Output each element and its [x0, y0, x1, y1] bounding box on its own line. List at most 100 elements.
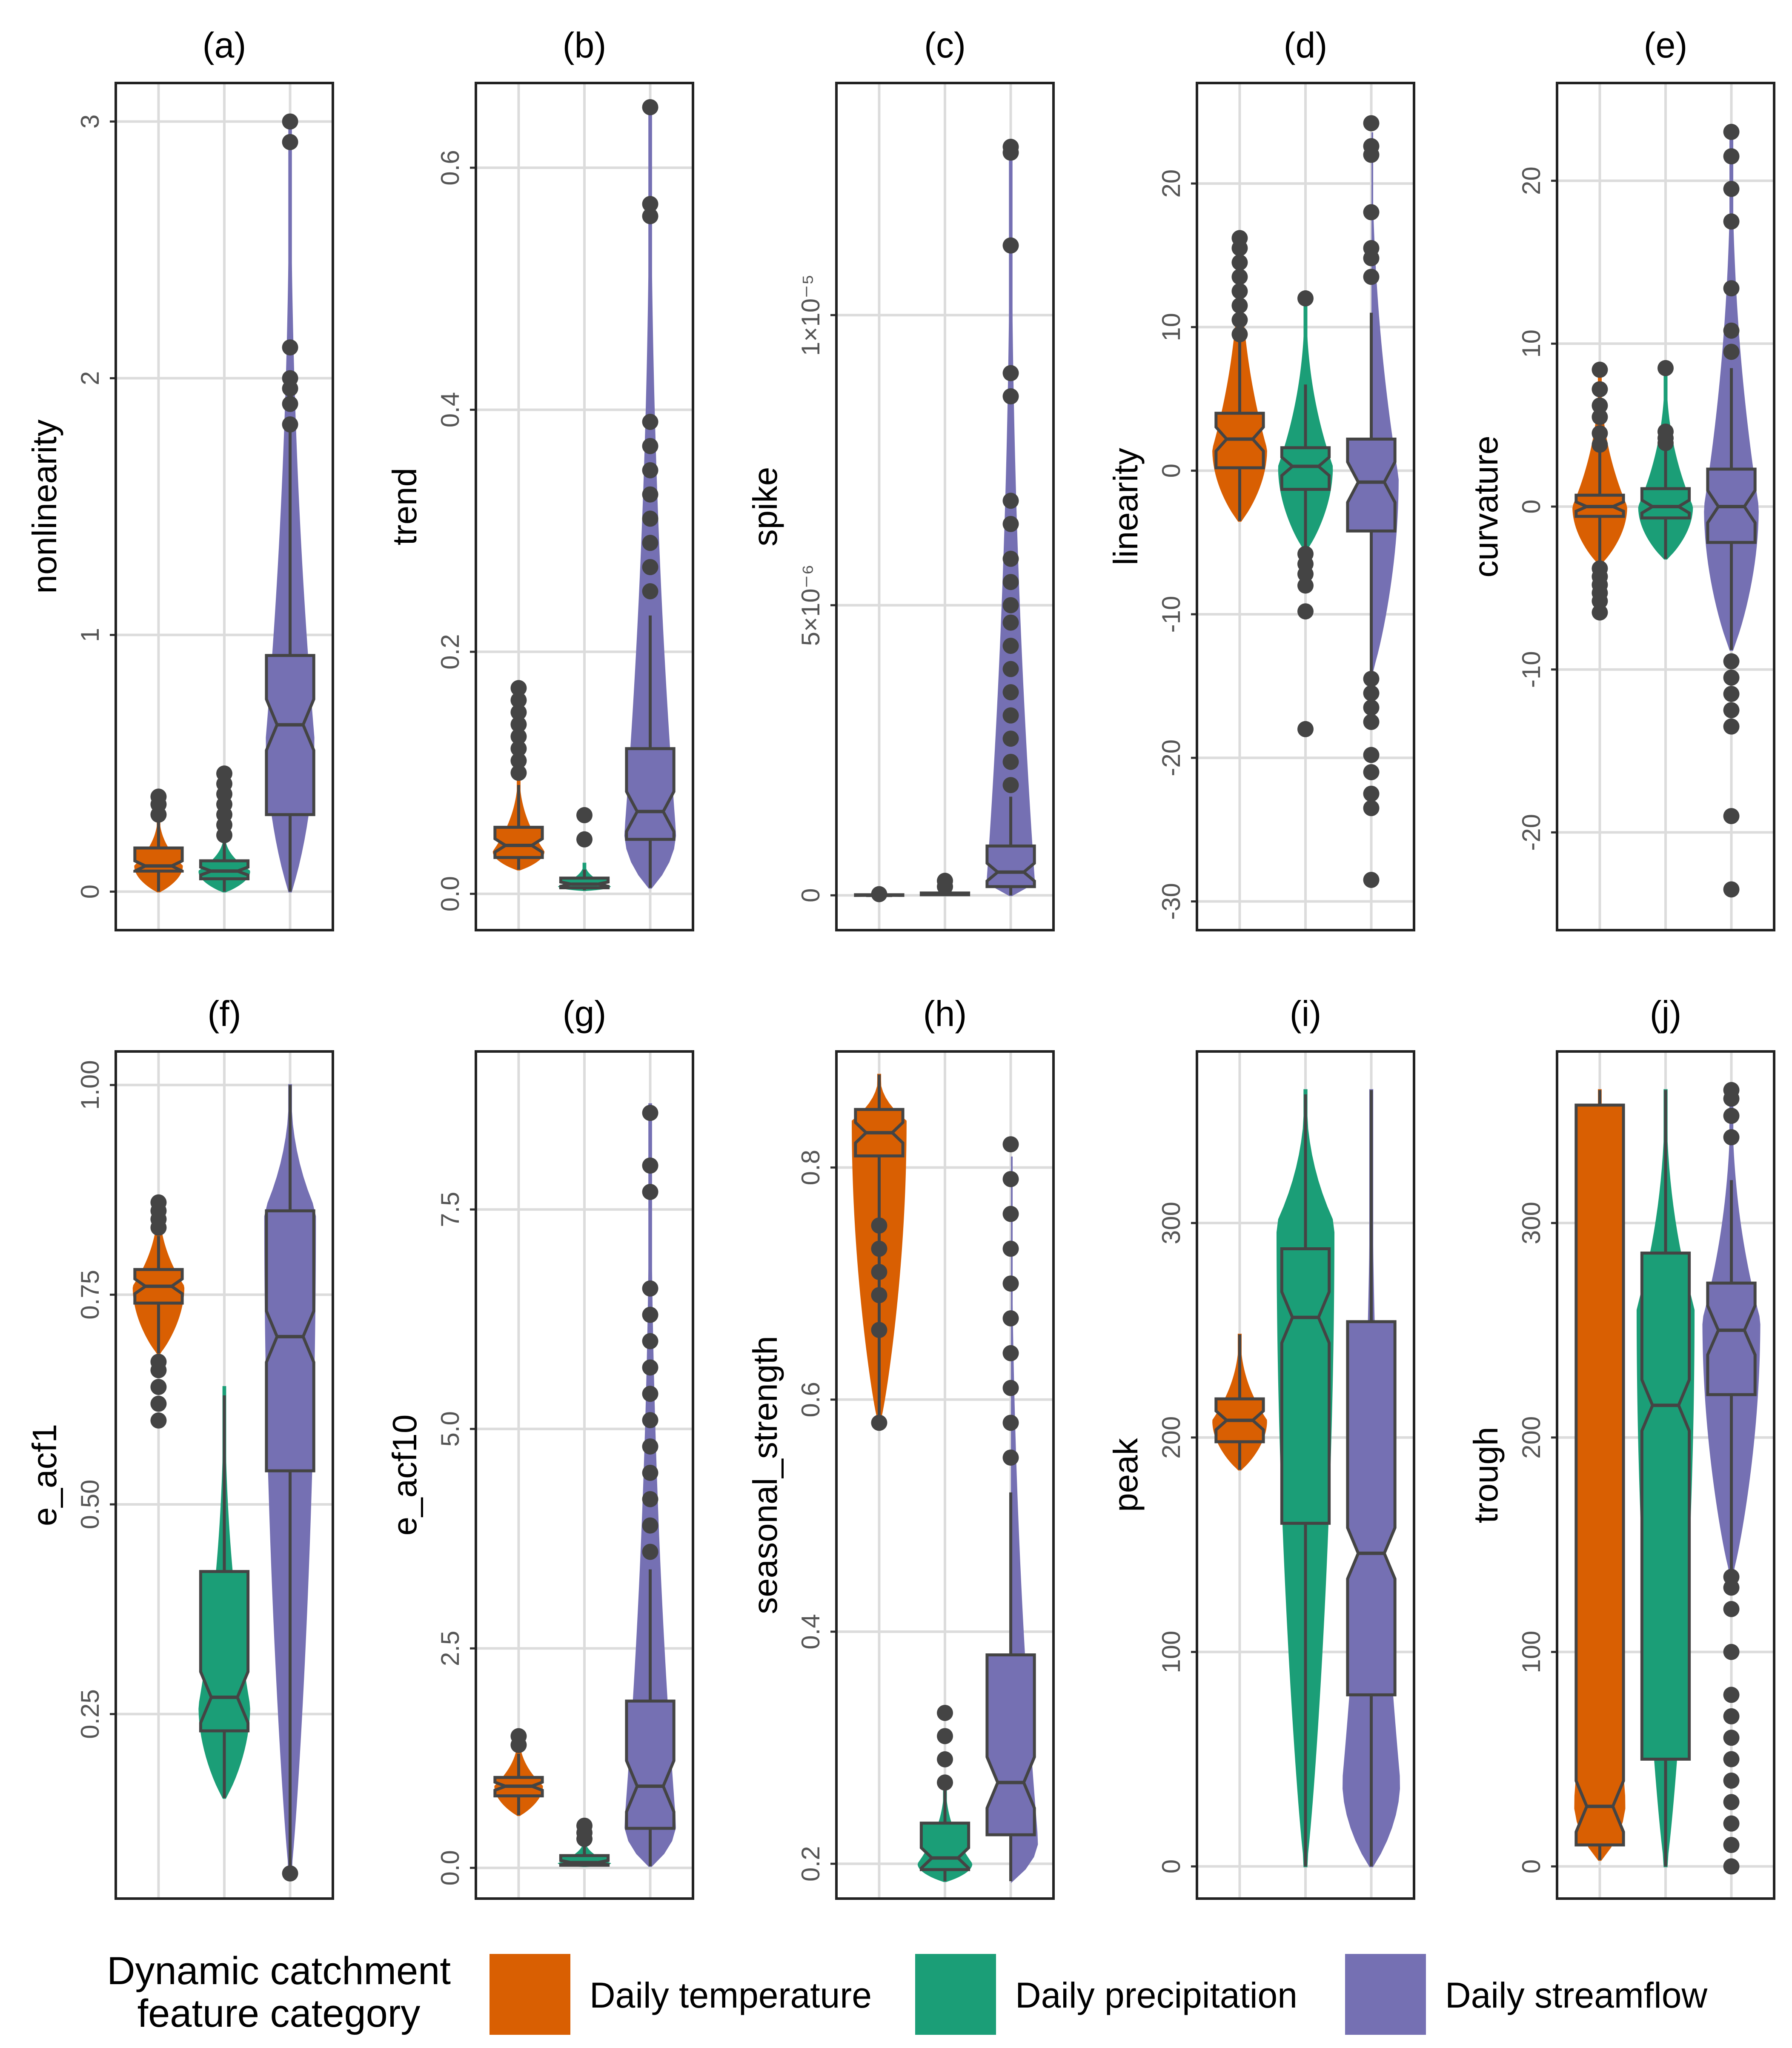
- panel-h: 0.2 0.4 0.6 0.8 (h) seasonal_strength: [746, 994, 1055, 1900]
- outlier-point: [1002, 638, 1019, 654]
- outlier-point: [642, 1306, 658, 1323]
- outlier-point: [1723, 1082, 1740, 1098]
- tick-label: 1: [76, 628, 104, 642]
- tick-label: -20: [1517, 814, 1546, 851]
- outlier-point: [216, 765, 232, 782]
- panel-title: (a): [203, 25, 246, 65]
- outlier-point: [1297, 577, 1314, 594]
- outlier-point: [1002, 707, 1019, 724]
- box: [625, 1699, 676, 1830]
- outlier-point: [510, 692, 527, 708]
- outlier-point: [1002, 1449, 1019, 1466]
- outlier-point: [1592, 593, 1608, 609]
- tick-label: -10: [1157, 596, 1185, 633]
- tick-label: 0.2: [436, 634, 464, 669]
- y-axis-label: linearity: [1107, 448, 1145, 565]
- outlier-point: [1002, 1206, 1019, 1222]
- outlier-point: [642, 1280, 658, 1297]
- outlier-point: [642, 1105, 658, 1121]
- tick-label: 0.2: [796, 1846, 825, 1882]
- outlier-point: [1723, 1569, 1740, 1585]
- violin-streamflow: [264, 1084, 316, 1882]
- outlier-point: [1657, 360, 1674, 376]
- outlier-point: [1002, 753, 1019, 770]
- legend-title-line1: Dynamic catchment: [107, 1949, 451, 1993]
- legend-swatch-precipitation: [915, 1954, 996, 2035]
- outlier-point: [1002, 1415, 1019, 1431]
- outlier-point: [642, 438, 658, 454]
- outlier-point: [1231, 230, 1248, 246]
- legend-label-streamflow: Daily streamflow: [1445, 1975, 1708, 2015]
- outlier-point: [1723, 180, 1740, 197]
- outlier-point: [510, 740, 527, 757]
- outlier-point: [1231, 297, 1248, 314]
- outlier-point: [1231, 326, 1248, 343]
- y-axis-label: curvature: [1467, 435, 1505, 577]
- panel-title: (b): [563, 25, 607, 65]
- legend-label-precipitation: Daily precipitation: [1015, 1975, 1297, 2015]
- tick-label: 0.8: [796, 1150, 825, 1185]
- violin-temperature: [492, 680, 545, 871]
- outlier-point: [1723, 1687, 1740, 1703]
- panel-border: [835, 1050, 1055, 1900]
- outlier-point: [282, 134, 298, 150]
- outlier-point: [1723, 1708, 1740, 1724]
- outlier-point: [1723, 280, 1740, 297]
- outlier-point: [937, 873, 953, 889]
- outlier-point: [642, 1544, 658, 1560]
- box: [1574, 1103, 1625, 1847]
- panel-g: 0.0 2.5 5.0 7.5 (g) e_acf10: [386, 994, 694, 1900]
- y-axis-label: trend: [386, 468, 424, 545]
- outlier-point: [642, 196, 658, 212]
- box: [1346, 1320, 1397, 1696]
- outlier-point: [1002, 1275, 1019, 1292]
- box: [1706, 1281, 1757, 1396]
- figure-canvas: 0123(a)nonlinearity0.00.20.40.6(b)trend0…: [26, 25, 1775, 1900]
- outlier-point: [1723, 1751, 1740, 1767]
- outlier-point: [1723, 718, 1740, 735]
- tick-label: 0.50: [76, 1480, 104, 1530]
- violin-precipitation: [1278, 290, 1333, 737]
- outlier-point: [642, 208, 658, 224]
- violin-streamflow: [1704, 123, 1759, 898]
- tick-label: 10: [1157, 313, 1185, 341]
- outlier-point: [1002, 574, 1019, 590]
- panel-a: 0 1 2 3 (a) nonlinearity: [26, 25, 334, 931]
- outlier-point: [642, 1386, 658, 1402]
- outlier-point: [150, 1194, 167, 1211]
- panel-title: (f): [207, 994, 241, 1034]
- violin-temperature: [493, 1728, 544, 1816]
- tick-label: 0: [796, 888, 825, 902]
- tick-label: 0.4: [436, 392, 464, 427]
- violin-streamflow: [1346, 115, 1399, 888]
- tick-label: 1.00: [76, 1060, 104, 1110]
- outlier-point: [1723, 1815, 1740, 1832]
- violin-streamflow: [624, 1103, 676, 1867]
- outlier-point: [1297, 603, 1314, 620]
- violin-streamflow: [265, 113, 315, 893]
- outlier-point: [642, 462, 658, 478]
- outlier-point: [937, 1704, 953, 1721]
- violin-precipitation: [1638, 360, 1693, 560]
- panel-b: 0.0 0.2 0.4 0.6 (b) trend: [386, 25, 694, 931]
- tick-label: 3: [76, 115, 104, 129]
- panel-border: [835, 82, 1055, 931]
- tick-label: 0: [1157, 1859, 1185, 1873]
- outlier-point: [1363, 713, 1380, 730]
- outlier-point: [1723, 1730, 1740, 1746]
- outlier-point: [1723, 1858, 1740, 1875]
- outlier-point: [1002, 1171, 1019, 1187]
- panel-border: [1556, 82, 1775, 931]
- outlier-point: [1363, 685, 1380, 702]
- outlier-point: [1363, 800, 1380, 816]
- outlier-point: [1723, 1108, 1740, 1124]
- legend-label-temperature: Daily temperature: [590, 1975, 872, 2015]
- outlier-point: [642, 1464, 658, 1481]
- outlier-point: [510, 704, 527, 721]
- outlier-point: [1231, 283, 1248, 300]
- violin-streamflow: [624, 99, 676, 889]
- outlier-point: [1723, 881, 1740, 898]
- panel-title: (d): [1284, 25, 1328, 65]
- tick-label: 0: [1157, 464, 1185, 478]
- violin-precipitation: [558, 807, 611, 891]
